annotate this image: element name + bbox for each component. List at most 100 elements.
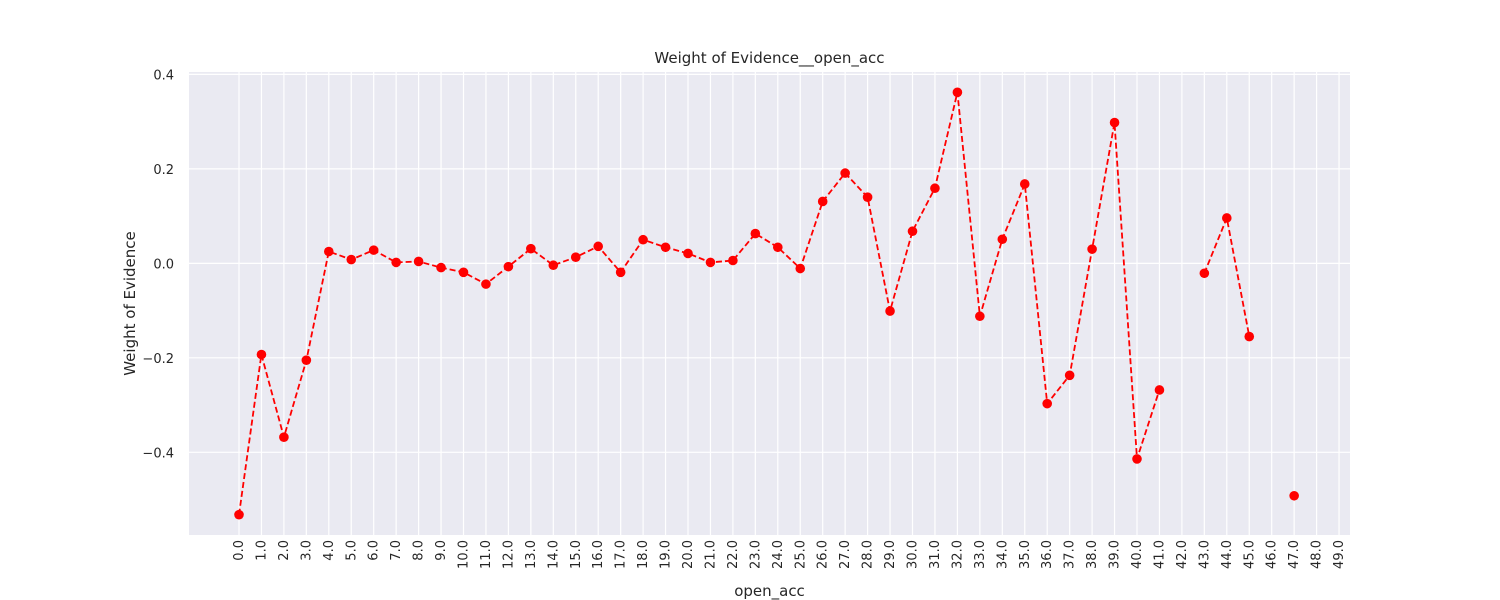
data-point — [997, 234, 1008, 245]
data-point — [1064, 370, 1075, 381]
data-point — [773, 242, 783, 253]
data-point — [279, 432, 289, 443]
x-tick-label: 48.0 — [1310, 540, 1325, 569]
x-tick-label: 12.0 — [501, 540, 516, 569]
data-point — [593, 241, 603, 252]
x-tick-label: 2.0 — [277, 540, 292, 561]
data-point — [234, 509, 244, 520]
x-tick-label: 23.0 — [748, 540, 763, 569]
x-tick-label: 27.0 — [838, 540, 853, 569]
data-point — [1042, 398, 1052, 409]
data-point — [436, 262, 446, 273]
x-tick-label: 46.0 — [1265, 540, 1280, 569]
y-tick-label: −0.2 — [142, 352, 174, 367]
data-point — [750, 228, 761, 239]
x-tick-label: 49.0 — [1332, 540, 1347, 569]
x-tick-label: 6.0 — [367, 540, 382, 561]
x-tick-label: 32.0 — [950, 540, 965, 569]
grid — [189, 72, 1350, 535]
data-point — [660, 242, 671, 253]
x-tick-label: 10.0 — [457, 540, 472, 569]
data-point — [458, 267, 469, 278]
data-point — [413, 256, 424, 267]
x-tick-label: 34.0 — [995, 540, 1010, 569]
x-tick-label: 13.0 — [524, 540, 539, 569]
y-tick-label: 0.4 — [153, 68, 174, 83]
data-point — [324, 246, 334, 257]
data-point — [1087, 244, 1097, 254]
x-tick-label: 0.0 — [232, 540, 247, 561]
data-point — [615, 267, 626, 278]
data-point — [907, 226, 918, 237]
x-tick-label: 38.0 — [1085, 540, 1100, 569]
x-tick-label: 16.0 — [591, 540, 606, 569]
x-axis-ticks: 0.0 1.0 2.0 3.0 4.0 5.0 6.0 7.0 8.0 9.0 10.0 11.0 12… — [232, 540, 1347, 569]
data-point — [503, 261, 514, 272]
x-tick-label: 30.0 — [906, 540, 921, 569]
data-point — [1244, 331, 1255, 342]
y-axis-label: Weight of Evidence — [121, 231, 139, 376]
x-tick-label: 47.0 — [1287, 540, 1302, 569]
x-tick-label: 37.0 — [1063, 540, 1078, 569]
y-tick-label: −0.4 — [142, 446, 174, 461]
x-tick-label: 3.0 — [299, 540, 314, 561]
x-tick-label: 42.0 — [1175, 540, 1190, 569]
x-tick-label: 11.0 — [479, 540, 494, 569]
x-tick-label: 26.0 — [816, 540, 831, 569]
data-point — [683, 248, 693, 259]
x-tick-label: 33.0 — [973, 540, 988, 569]
data-point — [391, 257, 401, 268]
data-point — [301, 355, 312, 365]
x-tick-label: 1.0 — [254, 540, 269, 561]
data-point — [975, 311, 985, 322]
x-tick-label: 45.0 — [1242, 540, 1257, 569]
data-point — [840, 168, 850, 178]
x-tick-label: 36.0 — [1040, 540, 1055, 569]
data-point — [346, 254, 357, 265]
data-point — [256, 349, 267, 360]
x-tick-label: 14.0 — [546, 540, 561, 569]
x-tick-label: 24.0 — [771, 540, 786, 569]
data-point — [1019, 179, 1030, 189]
data-point — [728, 255, 738, 266]
y-tick-label: 0.0 — [153, 257, 174, 272]
x-tick-label: 22.0 — [726, 540, 741, 569]
data-point — [1154, 385, 1165, 395]
x-tick-label: 9.0 — [434, 540, 449, 561]
x-tick-label: 28.0 — [861, 540, 876, 569]
data-point — [1199, 268, 1210, 279]
x-tick-label: 44.0 — [1220, 540, 1235, 569]
data-point — [1222, 213, 1232, 223]
chart-title: Weight of Evidence__open_acc — [654, 49, 884, 68]
plot-area — [189, 72, 1350, 535]
x-tick-label: 29.0 — [883, 540, 898, 569]
x-tick-label: 41.0 — [1152, 540, 1167, 569]
x-tick-label: 5.0 — [344, 540, 359, 561]
x-tick-label: 39.0 — [1108, 540, 1123, 569]
data-point — [952, 87, 963, 98]
x-tick-label: 19.0 — [659, 540, 674, 569]
series-marker-layer — [234, 87, 1299, 520]
x-tick-label: 43.0 — [1197, 540, 1212, 569]
x-tick-label: 17.0 — [614, 540, 629, 569]
x-tick-label: 21.0 — [703, 540, 718, 569]
data-point — [368, 245, 379, 255]
x-tick-label: 20.0 — [681, 540, 696, 569]
data-point — [1132, 454, 1142, 464]
x-tick-label: 25.0 — [793, 540, 808, 569]
data-point — [817, 196, 828, 207]
x-axis-label: open_acc — [734, 582, 805, 600]
x-tick-label: 4.0 — [322, 540, 337, 561]
data-point — [795, 263, 806, 274]
data-point — [862, 192, 873, 202]
x-tick-label: 31.0 — [928, 540, 943, 569]
y-axis-ticks: −0.4 −0.2 0.0 0.2 0.4 — [142, 68, 174, 461]
data-point — [548, 260, 559, 271]
data-point — [1109, 117, 1120, 128]
x-tick-label: 15.0 — [569, 540, 584, 569]
data-point — [930, 183, 940, 194]
data-point — [638, 234, 648, 245]
data-point — [1289, 490, 1299, 501]
x-tick-label: 35.0 — [1018, 540, 1033, 569]
